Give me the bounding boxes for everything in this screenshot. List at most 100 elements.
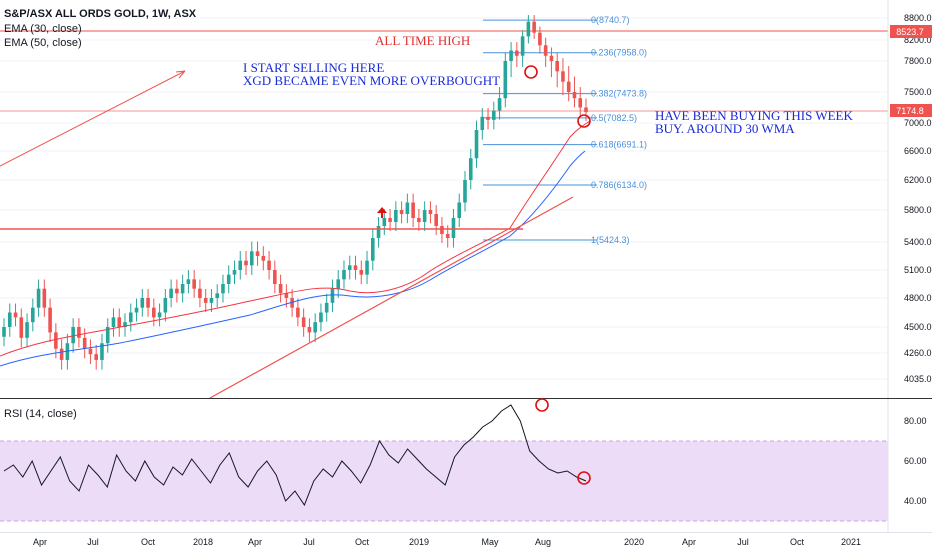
- candle-body: [290, 298, 294, 308]
- time-tick-label: 2019: [409, 537, 429, 547]
- candle-body: [48, 307, 52, 333]
- candle-body: [584, 107, 588, 113]
- annotation-buy-1: HAVE BEEN BUYING THIS WEEK: [655, 108, 853, 123]
- candle-body: [359, 270, 364, 275]
- candle-body: [353, 265, 358, 270]
- candle-body: [249, 251, 254, 266]
- time-tick-label: Oct: [141, 537, 156, 547]
- candle-body: [25, 322, 29, 338]
- candle-body: [152, 307, 156, 318]
- candle-body: [296, 307, 300, 318]
- price-tick-label: 4800.0: [904, 293, 932, 303]
- candle-body: [226, 274, 231, 284]
- candle-body: [411, 202, 415, 218]
- candle-body: [370, 238, 375, 261]
- candle-body: [77, 327, 81, 338]
- candle-body: [71, 327, 75, 344]
- candle-body: [578, 98, 583, 108]
- legend-ema50[interactable]: EMA (50, close): [4, 37, 82, 49]
- candle-body: [480, 116, 485, 130]
- candle-body: [146, 298, 150, 308]
- candle-body: [94, 354, 98, 360]
- fib-level-label: 0.236(7958.0): [591, 48, 647, 58]
- candle-body: [192, 279, 196, 289]
- high-price-label-bg: [890, 25, 932, 38]
- candle-body: [434, 214, 438, 226]
- candle-body: [169, 288, 173, 298]
- sell-circle: [524, 65, 538, 79]
- candle-body: [267, 260, 271, 270]
- ema30-line: [0, 120, 591, 357]
- candle-body: [19, 317, 24, 338]
- time-axis[interactable]: Apr Jul Oct 2018 Apr Jul Oct 2019 May Aug 2020 Apr J…: [33, 537, 861, 547]
- candle-body: [307, 327, 312, 333]
- candle-body: [532, 21, 536, 33]
- price-pane[interactable]: 0(8740.7) 0.236(7958.0) 0.382(7473.8) 0.5(7…: [0, 0, 932, 399]
- candle-body: [232, 270, 237, 275]
- candle-body: [7, 312, 12, 327]
- fibonacci-retracement[interactable]: 0(8740.7) 0.236(7958.0) 0.382(7473.8) 0.5(7…: [483, 15, 647, 245]
- fib-level-label: 1(5424.3): [591, 235, 630, 245]
- candle-body: [526, 21, 531, 37]
- candle-body: [497, 98, 502, 111]
- fib-level-label: 0.5(7082.5): [591, 113, 637, 123]
- rsi-high-circle: [535, 398, 549, 412]
- candle-body: [330, 288, 335, 303]
- price-tick-label: 4500.0: [904, 322, 932, 332]
- candle-body: [198, 288, 202, 298]
- candle-body: [428, 210, 433, 214]
- legend-rsi[interactable]: RSI (14, close): [4, 408, 77, 420]
- candle-body: [180, 284, 185, 294]
- rsi-pane[interactable]: 80.00 60.00 40.00: [0, 398, 927, 532]
- price-tick-label: 7800.0: [904, 56, 932, 66]
- price-axis[interactable]: 8800.0 8200.0 7800.0 7500.0 7000.0 6600.0 6200…: [904, 13, 932, 384]
- candle-body: [382, 218, 387, 226]
- candle-body: [238, 260, 243, 270]
- candle-body: [515, 50, 519, 56]
- candle-body: [13, 312, 18, 318]
- candle-body: [42, 288, 47, 308]
- rsi-tick-label: 80.00: [904, 416, 927, 426]
- rsi-axis[interactable]: 80.00 60.00 40.00: [904, 416, 927, 506]
- candle-body: [244, 260, 248, 266]
- candle-body: [284, 293, 289, 298]
- upper-trendline: [0, 70, 186, 167]
- candle-body: [123, 322, 127, 327]
- candle-body: [111, 317, 116, 327]
- candle-body: [566, 81, 571, 92]
- candle-body: [572, 92, 577, 99]
- candle-body: [140, 298, 145, 308]
- candle-body: [186, 279, 191, 284]
- legend-symbol[interactable]: S&P/ASX ALL ORDS GOLD, 1W, ASX: [4, 8, 197, 20]
- price-tick-label: 8200.0: [904, 35, 932, 45]
- candle-body: [503, 61, 508, 99]
- rsi-line: [3, 404, 587, 507]
- candle-body: [203, 298, 208, 303]
- candle-body: [134, 307, 139, 313]
- upper-trendline-arrow-b: [178, 70, 186, 79]
- candle-body: [457, 202, 462, 218]
- last-price-label: 7174.8: [896, 106, 924, 116]
- candle-body: [117, 317, 122, 327]
- rsi-band: [0, 441, 888, 521]
- legend-ema30[interactable]: EMA (30, close): [4, 23, 82, 35]
- candle-body: [313, 322, 317, 333]
- up-arrow-icon: [377, 207, 387, 218]
- candle-body: [394, 210, 398, 222]
- candle-body: [209, 298, 214, 303]
- price-tick-label: 4260.0: [904, 348, 932, 358]
- candle-body: [59, 348, 64, 360]
- candle-body: [319, 312, 323, 323]
- candle-body: [88, 348, 93, 355]
- candle-body: [128, 312, 133, 323]
- candle-body: [157, 312, 162, 318]
- candle-body: [555, 61, 559, 72]
- candle-body: [474, 130, 479, 159]
- candle-body: [365, 260, 369, 275]
- candle-body: [538, 32, 542, 46]
- candle-body: [54, 332, 58, 349]
- candle-body: [451, 218, 456, 238]
- time-tick-label: Apr: [248, 537, 262, 547]
- annotation-buy-2: BUY. AROUND 30 WMA: [655, 121, 795, 136]
